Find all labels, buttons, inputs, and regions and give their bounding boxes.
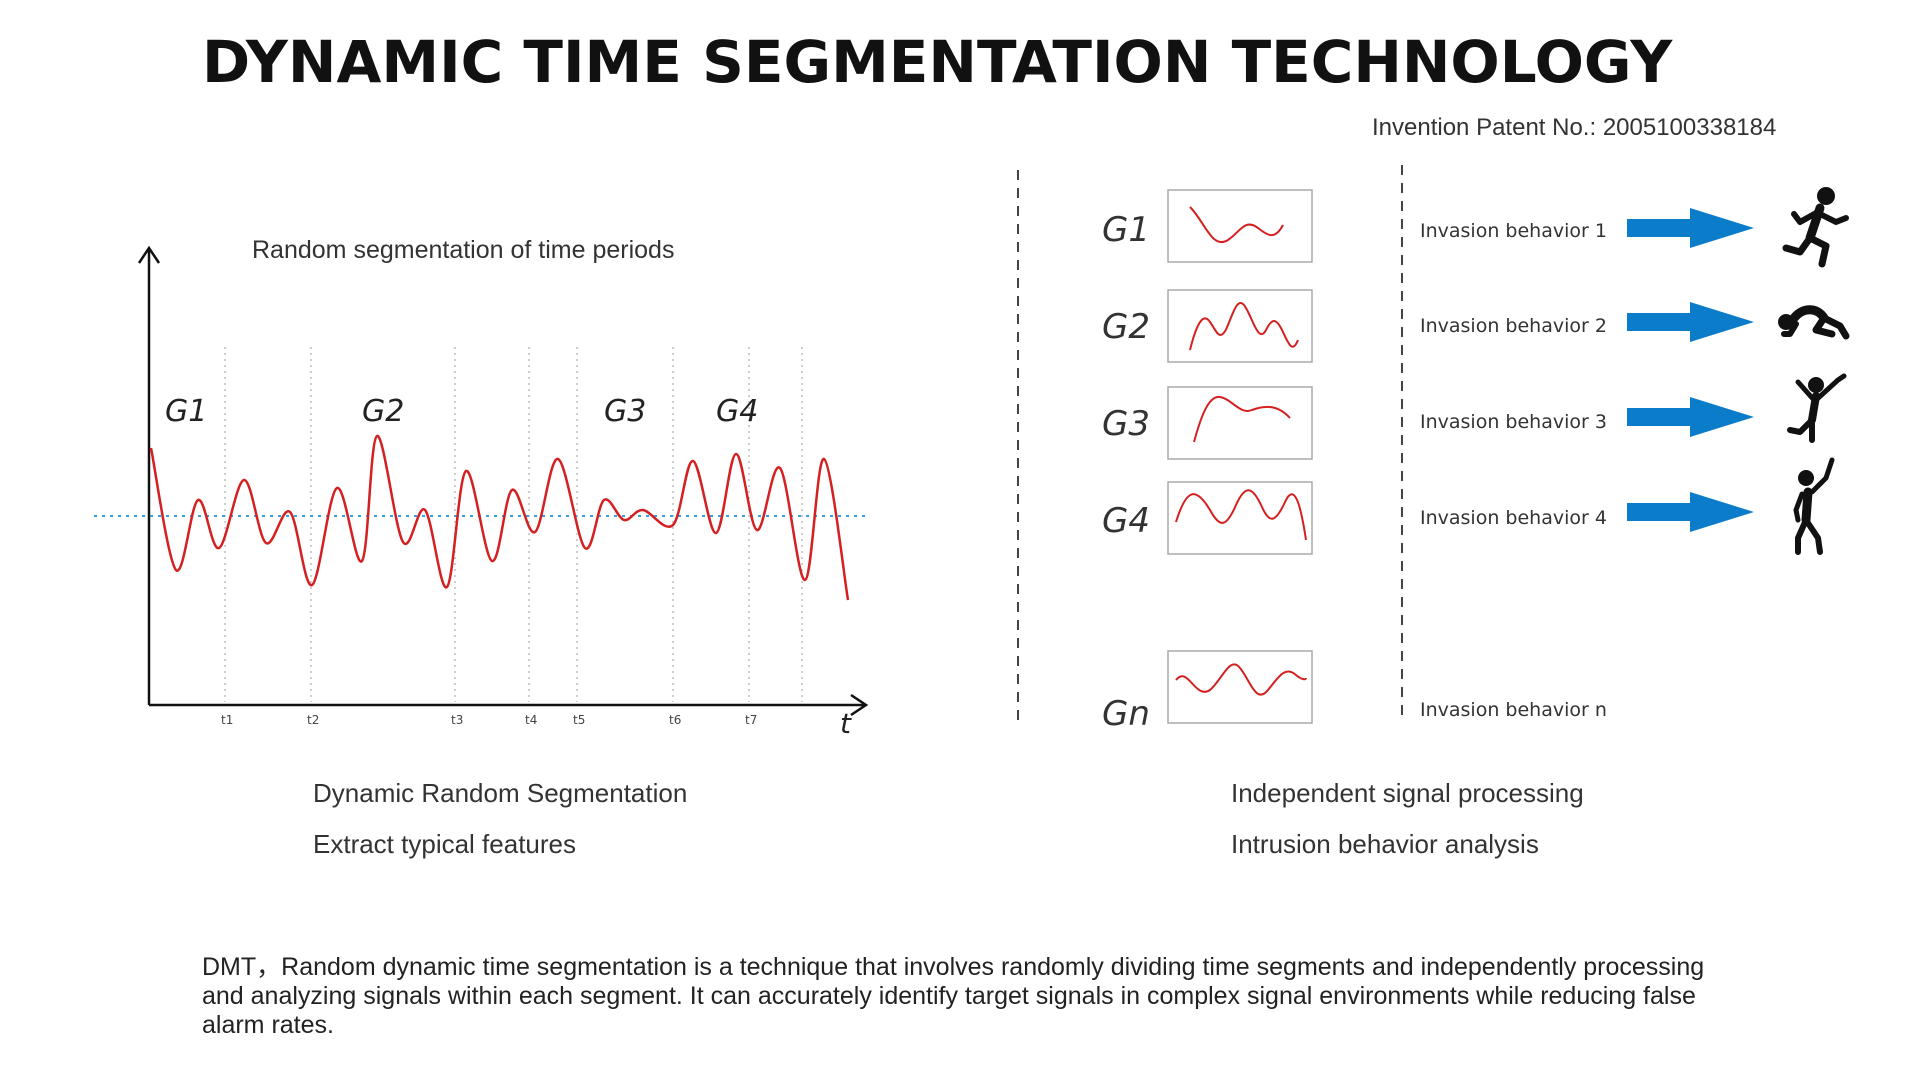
- y-axis-arrow: [137, 245, 161, 264]
- waveform-box-g2: [1167, 289, 1313, 363]
- chart-title: Random segmentation of time periods: [252, 236, 675, 264]
- page-title: DYNAMIC TIME SEGMENTATION TECHNOLOGY: [202, 28, 1673, 96]
- segment-label-g1: G1: [165, 394, 207, 429]
- signal-waveform: [149, 434, 850, 601]
- right-caption-1: Independent signal processing: [1231, 778, 1584, 808]
- running-person-icon: [1782, 187, 1849, 268]
- left-caption-1: Dynamic Random Segmentation: [313, 778, 688, 808]
- x-axis-arrow: [850, 693, 869, 717]
- group-label-gn: Gn: [1102, 694, 1150, 734]
- waving-person-icon: [1793, 457, 1835, 555]
- segment-label-g4: G4: [716, 394, 758, 429]
- mini-waveform-gn: [1175, 663, 1307, 696]
- segment-dividers: [224, 347, 803, 702]
- group-label-g1: G1: [1102, 210, 1150, 250]
- patent-number: Invention Patent No.: 2005100338184: [1372, 114, 1777, 141]
- waveform-box-g1: [1167, 189, 1313, 263]
- arrow-3: [1627, 397, 1754, 437]
- waveform-box-g4: [1167, 481, 1313, 555]
- group-label-g2: G2: [1102, 307, 1150, 347]
- waveform-box-gn: [1167, 650, 1313, 724]
- mini-waveform-g3: [1193, 395, 1291, 443]
- right-caption-2: Intrusion behavior analysis: [1231, 829, 1539, 859]
- behavior-label-n: Invasion behavior n: [1420, 699, 1607, 721]
- segment-label-g2: G2: [362, 394, 404, 429]
- waveform-box-g3: [1167, 386, 1313, 460]
- tick-t3: t3: [451, 713, 463, 727]
- group-label-g3: G3: [1102, 404, 1150, 444]
- tick-t4: t4: [525, 713, 537, 727]
- x-axis-label: t: [840, 707, 852, 740]
- behavior-label-2: Invasion behavior 2: [1420, 315, 1607, 337]
- arrow-4: [1627, 492, 1754, 532]
- climbing-person-icon: [1787, 373, 1847, 443]
- arrow-2: [1627, 302, 1754, 342]
- behavior-label-1: Invasion behavior 1: [1420, 220, 1607, 242]
- arrow-1: [1627, 208, 1754, 248]
- left-caption-2: Extract typical features: [313, 829, 576, 859]
- tick-t7: t7: [745, 713, 757, 727]
- mini-waveform-g4: [1175, 489, 1307, 541]
- behavior-label-3: Invasion behavior 3: [1420, 411, 1607, 433]
- mini-waveform-g2: [1189, 302, 1299, 351]
- tick-t2: t2: [307, 713, 319, 727]
- signal-chart: t t1 t2 t3 t4 t5 t6 t7 G1 G2 G3 G4: [94, 245, 869, 740]
- segment-label-g3: G3: [604, 394, 646, 429]
- tick-t5: t5: [573, 713, 585, 727]
- crawling-person-icon: [1778, 305, 1850, 340]
- tick-t6: t6: [669, 713, 681, 727]
- group-label-g4: G4: [1102, 501, 1150, 541]
- tick-t1: t1: [221, 713, 233, 727]
- description: DMT，Random dynamic time segmentation is …: [202, 953, 1705, 1039]
- behavior-label-4: Invasion behavior 4: [1420, 507, 1607, 529]
- mini-waveform-g1: [1189, 206, 1284, 243]
